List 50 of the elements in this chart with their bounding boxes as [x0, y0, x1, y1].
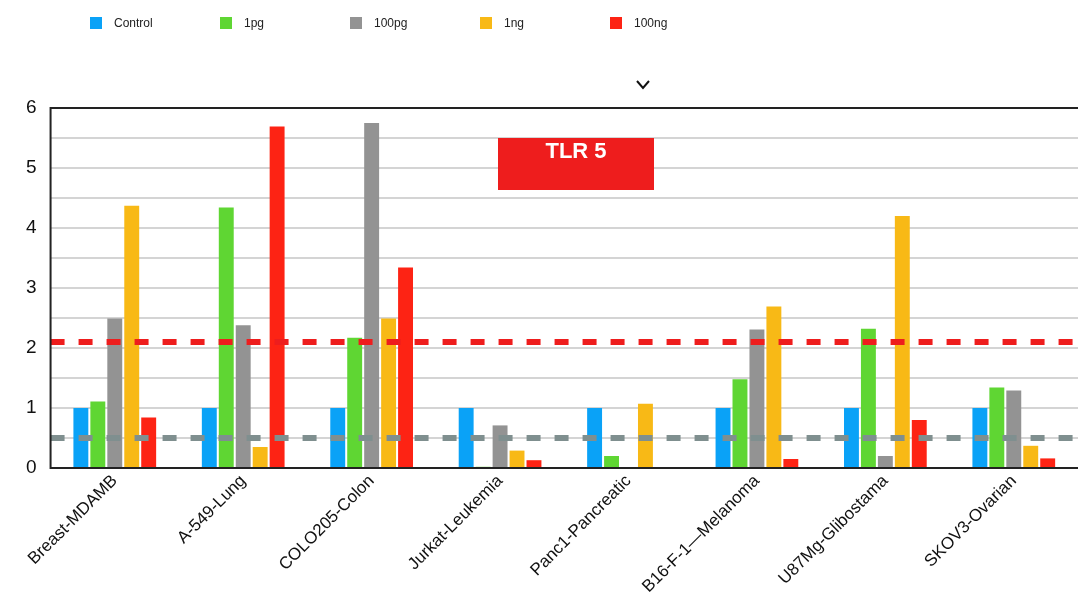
- bar: [458, 408, 474, 468]
- bar: [637, 403, 653, 468]
- legend-label: Control: [114, 16, 153, 30]
- bar: [509, 450, 525, 468]
- bar: [860, 328, 876, 468]
- y-tick-label: 2: [25, 336, 37, 358]
- y-tick-label: 6: [25, 96, 37, 118]
- bar: [732, 379, 748, 468]
- bar: [989, 387, 1005, 468]
- bar: [749, 329, 765, 468]
- bar: [124, 205, 140, 468]
- bar: [347, 337, 363, 468]
- bar: [894, 216, 910, 468]
- y-tick-label: 5: [25, 156, 37, 178]
- bar: [766, 306, 782, 468]
- legend-label: 1pg: [244, 16, 265, 30]
- bar: [526, 460, 542, 468]
- bar: [783, 459, 799, 468]
- y-tick-label: 1: [25, 396, 37, 418]
- legend-label: 1ng: [504, 16, 525, 30]
- bar: [604, 456, 620, 468]
- bar: [235, 325, 251, 468]
- bar: [587, 408, 603, 468]
- bar: [90, 401, 106, 468]
- label-badge: TLR 5: [498, 138, 654, 190]
- bar: [1006, 390, 1022, 468]
- bar: [252, 447, 268, 468]
- bar: [492, 425, 508, 468]
- bar: [201, 408, 217, 468]
- bar: [107, 318, 123, 468]
- bar: [364, 123, 380, 468]
- bar: [843, 408, 859, 468]
- y-tick-label: 4: [25, 216, 37, 238]
- bar: [911, 420, 927, 468]
- bar: [877, 456, 893, 468]
- y-tick-label: 3: [25, 276, 37, 298]
- bar: [972, 408, 988, 468]
- bar: [269, 126, 285, 468]
- legend-label: 100pg: [374, 16, 408, 30]
- y-tick-label: 0: [25, 456, 37, 478]
- legend-label: 100ng: [634, 16, 668, 30]
- bar: [381, 318, 397, 468]
- bar: [1040, 458, 1056, 468]
- bar: [1023, 445, 1039, 468]
- bar: [218, 207, 234, 468]
- annotation: TLR 5: [545, 138, 607, 163]
- bar: [398, 267, 413, 468]
- bar: [73, 408, 89, 468]
- bar: [330, 408, 346, 468]
- bar: [141, 417, 157, 468]
